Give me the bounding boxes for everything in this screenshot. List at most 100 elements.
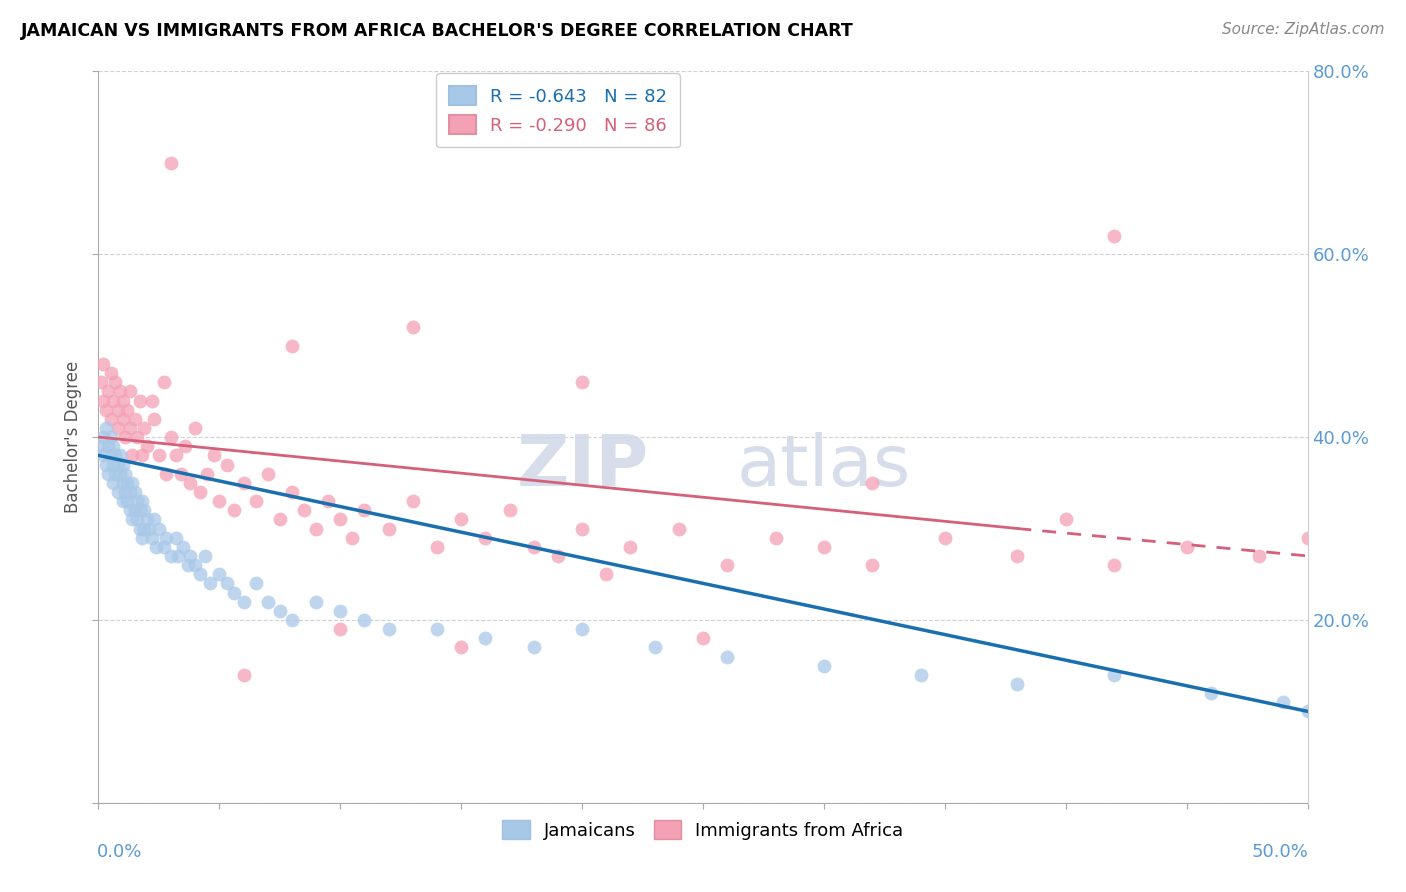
Point [100, 430, 122, 444]
Point [910, 667, 932, 681]
Point [813, 540, 835, 554]
Point [107, 458, 129, 472]
Point [91, 357, 114, 371]
Point [172, 540, 194, 554]
Point [121, 475, 143, 490]
Point [402, 320, 425, 334]
Point [160, 430, 183, 444]
Text: atlas: atlas [737, 432, 911, 500]
Point [108, 467, 131, 481]
Point [128, 521, 150, 535]
Point [245, 576, 267, 591]
Point [117, 475, 139, 490]
Point [179, 475, 201, 490]
Point [450, 640, 472, 655]
Point [121, 512, 143, 526]
Point [145, 540, 167, 554]
Point [595, 567, 617, 582]
Point [94, 421, 117, 435]
Point [208, 494, 231, 508]
Point [91, 448, 114, 462]
Point [118, 485, 141, 500]
Point [184, 558, 207, 573]
Point [114, 485, 136, 500]
Point [1102, 558, 1125, 573]
Point [141, 531, 163, 545]
Point [256, 467, 278, 481]
Point [152, 540, 174, 554]
Point [155, 467, 177, 481]
Point [101, 458, 124, 472]
Point [281, 485, 304, 500]
Legend: Jamaicans, Immigrants from Africa: Jamaicans, Immigrants from Africa [494, 811, 912, 848]
Point [426, 622, 449, 636]
Point [127, 494, 149, 508]
Point [204, 448, 226, 462]
Point [117, 494, 139, 508]
Point [860, 558, 883, 573]
Point [222, 585, 245, 599]
Point [167, 549, 190, 563]
Point [281, 338, 304, 352]
Point [94, 402, 117, 417]
Point [101, 393, 124, 408]
Point [134, 503, 156, 517]
Point [342, 531, 364, 545]
Point [111, 494, 134, 508]
Point [91, 393, 114, 408]
Point [232, 475, 254, 490]
Point [305, 594, 328, 608]
Point [117, 402, 139, 417]
Point [135, 439, 157, 453]
Point [138, 521, 160, 535]
Point [90, 375, 112, 389]
Point [107, 402, 129, 417]
Point [1175, 540, 1198, 554]
Point [100, 448, 122, 462]
Point [128, 393, 150, 408]
Point [571, 622, 593, 636]
Point [114, 430, 136, 444]
Point [813, 658, 835, 673]
Point [114, 467, 136, 481]
Point [100, 366, 122, 380]
Point [474, 531, 496, 545]
Point [135, 512, 157, 526]
Point [232, 594, 254, 608]
Point [498, 503, 520, 517]
Point [97, 384, 120, 399]
Point [426, 540, 449, 554]
Point [208, 567, 231, 582]
Point [245, 494, 267, 508]
Point [353, 503, 375, 517]
Point [329, 622, 352, 636]
Point [148, 448, 170, 462]
Point [619, 540, 641, 554]
Point [547, 549, 569, 563]
Text: JAMAICAN VS IMMIGRANTS FROM AFRICA BACHELOR'S DEGREE CORRELATION CHART: JAMAICAN VS IMMIGRANTS FROM AFRICA BACHE… [21, 22, 853, 40]
Point [128, 503, 150, 517]
Point [97, 439, 120, 453]
Point [118, 503, 141, 517]
Y-axis label: Bachelor's Degree: Bachelor's Degree [65, 361, 83, 513]
Text: ZIP: ZIP [516, 432, 648, 500]
Point [107, 421, 129, 435]
Point [765, 531, 787, 545]
Point [188, 567, 211, 582]
Point [165, 448, 187, 462]
Point [169, 467, 191, 481]
Point [174, 439, 197, 453]
Point [104, 467, 127, 481]
Point [134, 421, 156, 435]
Point [124, 485, 146, 500]
Point [329, 604, 352, 618]
Point [160, 156, 183, 170]
Point [269, 604, 291, 618]
Text: Source: ZipAtlas.com: Source: ZipAtlas.com [1222, 22, 1385, 37]
Point [934, 531, 956, 545]
Point [644, 640, 666, 655]
Point [474, 632, 496, 646]
Point [523, 540, 546, 554]
Point [91, 430, 114, 444]
Point [329, 512, 352, 526]
